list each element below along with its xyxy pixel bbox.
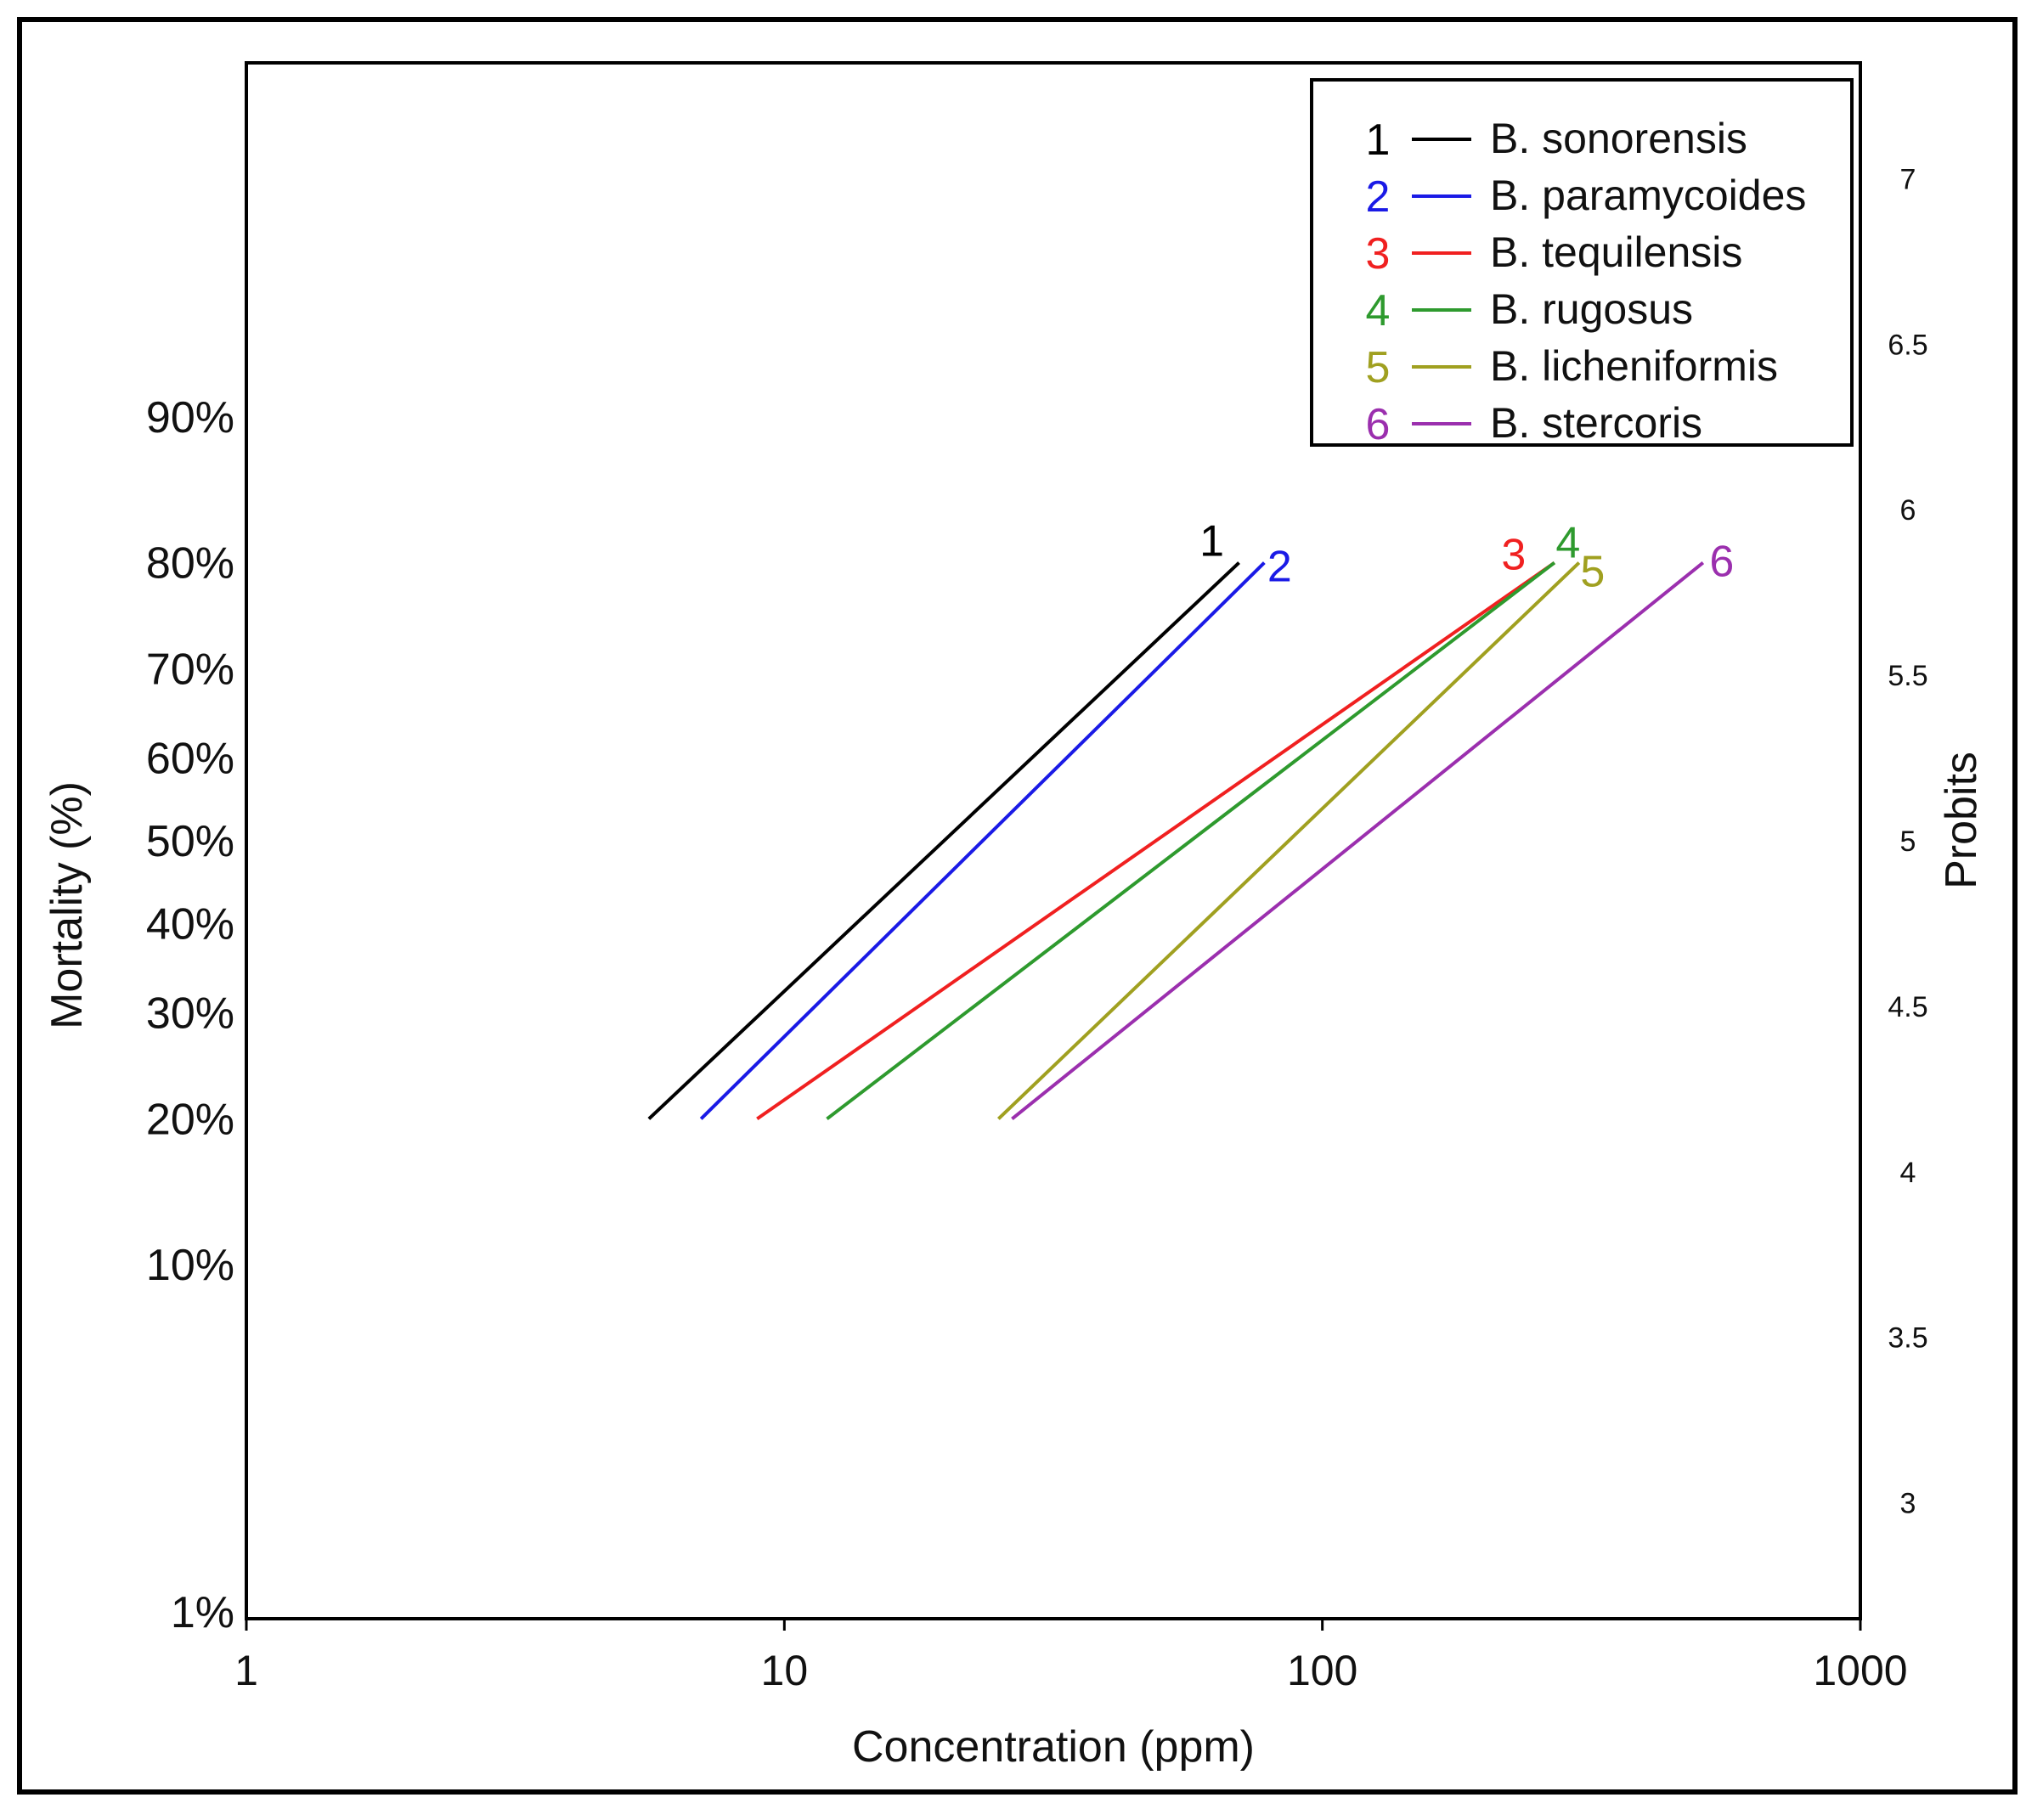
legend-number-1: 1: [1366, 116, 1391, 165]
x-axis-ticks: 1 10 100 1000: [234, 1619, 1908, 1694]
probit-tick-label: 5: [1900, 825, 1916, 858]
probit-tick-label: 4: [1900, 1157, 1916, 1189]
series-line-6: [1011, 561, 1705, 1120]
legend-label-1: B. sonorensis: [1490, 115, 1747, 162]
legend-box: [1310, 78, 1854, 447]
series-line-4: [826, 561, 1556, 1121]
x-tick-label: 1000: [1813, 1647, 1907, 1694]
probit-tick-label: 7: [1900, 163, 1916, 195]
legend-number-5: 5: [1366, 343, 1391, 392]
legend-label-6: B. stercoris: [1490, 399, 1702, 447]
mortality-tick-label: 70%: [146, 645, 234, 694]
series-line-1: [647, 561, 1240, 1120]
x-axis-label: Concentration (ppm): [852, 1722, 1255, 1772]
probit-tick-label: 6: [1900, 494, 1916, 527]
mortality-tick-label: 90%: [146, 393, 234, 442]
series-end-label-1: 1: [1199, 517, 1224, 566]
mortality-tick-label: 80%: [146, 539, 234, 589]
probit-tick-label: 3.5: [1888, 1322, 1927, 1355]
probit-chart: 1 10 100 1000 1% 10% 20% 30% 40% 50% 60% 70% 80% 90%…: [42, 61, 1986, 1772]
x-tick-label: 10: [761, 1647, 809, 1694]
series-end-label-6: 6: [1709, 538, 1734, 587]
mortality-tick-label: 30%: [146, 989, 234, 1039]
mortality-tick-label: 10%: [146, 1241, 234, 1290]
probit-axis-ticks: 3 3.5 4 4.5 5 5.5 6 6.5 7: [1888, 163, 1927, 1519]
legend-label-5: B. licheniformis: [1490, 342, 1778, 390]
legend: 1 B. sonorensis 2 B. paramycoides 3 B. tequil…: [1310, 78, 1854, 449]
series-line-2: [699, 561, 1266, 1120]
probit-axis-label: Probits: [1937, 752, 1986, 889]
legend-label-2: B. paramycoides: [1490, 172, 1806, 219]
mortality-tick-label: 60%: [146, 735, 234, 784]
y-axis-label: Mortality (%): [42, 781, 92, 1029]
figure-frame: 1 10 100 1000 1% 10% 20% 30% 40% 50% 60% 70% 80% 90%…: [17, 17, 2018, 1795]
series-end-label-5: 5: [1580, 548, 1605, 597]
x-tick-label: 100: [1287, 1647, 1357, 1694]
probit-tick-label: 4.5: [1888, 991, 1927, 1023]
series-end-labels: 12 3 45 6: [1199, 517, 1734, 597]
mortality-tick-label: 20%: [146, 1095, 234, 1144]
plot-area-border: [245, 61, 1862, 1620]
series-end-label-2: 2: [1267, 543, 1292, 592]
x-tick-label: 1: [234, 1647, 258, 1694]
probit-tick-label: 3: [1900, 1488, 1916, 1520]
series-end-label-4: 4: [1555, 519, 1580, 568]
mortality-tick-label: 1%: [171, 1588, 234, 1637]
mortality-axis-ticks: 1% 10% 20% 30% 40% 50% 60% 70% 80% 90%: [146, 393, 234, 1637]
mortality-tick-label: 40%: [146, 899, 234, 949]
legend-number-2: 2: [1366, 172, 1391, 222]
series-line-3: [756, 561, 1556, 1121]
probit-tick-label: 5.5: [1888, 660, 1927, 692]
series-line-5: [996, 561, 1581, 1120]
legend-label-4: B. rugosus: [1490, 285, 1693, 333]
legend-number-3: 3: [1366, 229, 1391, 279]
probit-tick-label: 6.5: [1888, 329, 1927, 361]
legend-label-3: B. tequilensis: [1490, 228, 1742, 276]
axes: [245, 61, 1862, 1620]
series-end-label-3: 3: [1501, 531, 1526, 580]
series-lines: [647, 561, 1705, 1121]
legend-number-6: 6: [1366, 400, 1391, 449]
mortality-tick-label: 50%: [146, 817, 234, 866]
legend-number-4: 4: [1366, 286, 1391, 335]
